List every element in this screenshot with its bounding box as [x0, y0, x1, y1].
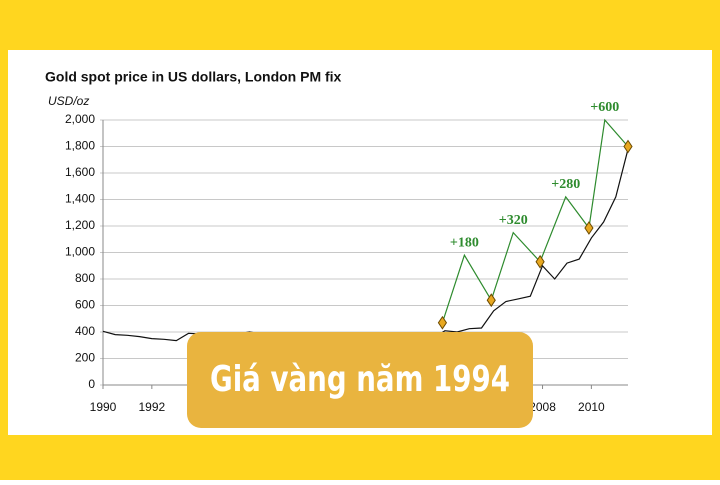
- marker: [437, 315, 448, 330]
- y-tick-label: 1,800: [65, 139, 95, 153]
- annotation-line: [588, 118, 629, 229]
- y-tick-label: 400: [75, 324, 95, 338]
- caption-box: [187, 332, 533, 428]
- y-tick-label: 1,600: [65, 165, 95, 179]
- chart-title: Gold spot price in US dollars, London PM…: [45, 69, 342, 85]
- annotation-label: +600: [590, 100, 619, 115]
- y-tick-label: 600: [75, 298, 95, 312]
- marker: [584, 221, 594, 235]
- y-axis-label: USD/oz: [48, 94, 89, 108]
- y-tick-label: 800: [75, 271, 95, 285]
- annotation-line: [441, 253, 492, 323]
- marker: [486, 293, 496, 308]
- x-tick-label: 1992: [138, 400, 165, 414]
- y-tick-label: 200: [75, 351, 95, 365]
- y-tick-label: 2,000: [65, 112, 95, 126]
- caption: Giá vàng năm 1994: [210, 359, 510, 400]
- marker: [623, 139, 633, 154]
- annotation-line: [539, 195, 590, 262]
- annotation-label: +280: [551, 177, 580, 192]
- x-tick-label: 1990: [90, 400, 117, 414]
- plot: 0 200 400 600 800 1,000 1,200 1,400 1,600 1,800 2,…: [65, 100, 633, 414]
- marker: [535, 254, 545, 269]
- y-tick-label: 1,000: [65, 245, 95, 259]
- y-tick-label: 0: [88, 377, 95, 391]
- annotation-label: +180: [450, 235, 479, 250]
- annotation-line: [490, 231, 541, 301]
- y-tick-label: 1,200: [65, 218, 95, 232]
- annotation-label: +320: [499, 213, 528, 228]
- x-tick-label: 2010: [578, 400, 605, 414]
- y-tick-label: 1,400: [65, 192, 95, 206]
- x-tick-label: 2008: [529, 400, 556, 414]
